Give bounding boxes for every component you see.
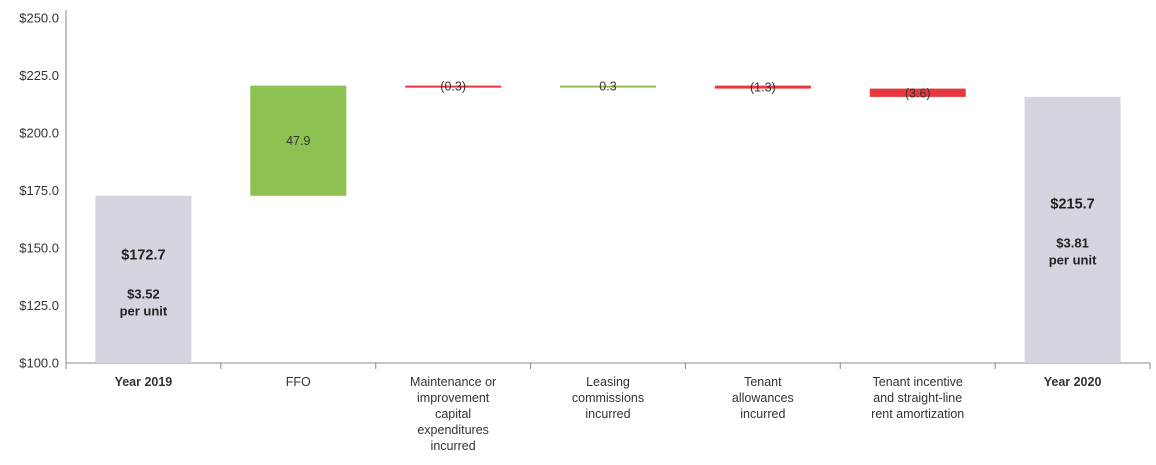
- x-category-label: allowances: [732, 391, 794, 405]
- waterfall-bar: [250, 85, 347, 196]
- x-category-label: Tenant incentive: [873, 375, 963, 389]
- per-unit-text-label: per unit: [1049, 253, 1097, 268]
- per-unit-value-label: $3.81: [1056, 236, 1089, 251]
- waterfall-bar: [405, 85, 502, 88]
- x-category-label: expenditures: [417, 423, 489, 437]
- total-value-label: $172.7: [121, 247, 165, 263]
- x-category-label: rent amortization: [871, 407, 964, 421]
- x-category-label: incurred: [585, 407, 630, 421]
- y-tick-label: $225.0: [19, 68, 59, 83]
- y-tick-label: $150.0: [19, 241, 59, 256]
- x-category-label: FFO: [286, 375, 311, 389]
- waterfall-bar: [869, 88, 966, 97]
- x-category-label: Year 2019: [115, 375, 173, 389]
- x-category-label: Leasing: [586, 375, 630, 389]
- x-category-label: commissions: [572, 391, 644, 405]
- data-label: (0.3): [440, 79, 466, 93]
- waterfall-bar: [95, 195, 192, 363]
- data-label: (3.6): [905, 86, 931, 100]
- x-category-label: improvement: [417, 391, 490, 405]
- data-label: 47.9: [286, 134, 310, 148]
- x-category-label: Tenant: [744, 375, 782, 389]
- data-label: 0.3: [599, 79, 616, 93]
- waterfall-bar: [560, 85, 656, 88]
- per-unit-text-label: per unit: [120, 303, 168, 318]
- x-category-label: incurred: [740, 407, 785, 421]
- data-label: (1.3): [750, 81, 776, 95]
- total-value-label: $215.7: [1050, 197, 1094, 213]
- per-unit-value-label: $3.52: [127, 286, 160, 301]
- x-category-label: Year 2020: [1044, 375, 1102, 389]
- y-tick-label: $100.0: [19, 356, 59, 371]
- x-category-label: incurred: [431, 439, 476, 453]
- x-category-label: Maintenance or: [410, 375, 496, 389]
- x-category-label: capital: [435, 407, 471, 421]
- x-category-label: and straight-line: [873, 391, 962, 405]
- y-tick-label: $200.0: [19, 126, 59, 141]
- y-tick-label: $125.0: [19, 298, 59, 313]
- y-tick-label: $175.0: [19, 183, 59, 198]
- waterfall-bar: [1024, 96, 1121, 363]
- y-tick-label: $250.0: [19, 11, 59, 26]
- waterfall-bar: [714, 85, 811, 89]
